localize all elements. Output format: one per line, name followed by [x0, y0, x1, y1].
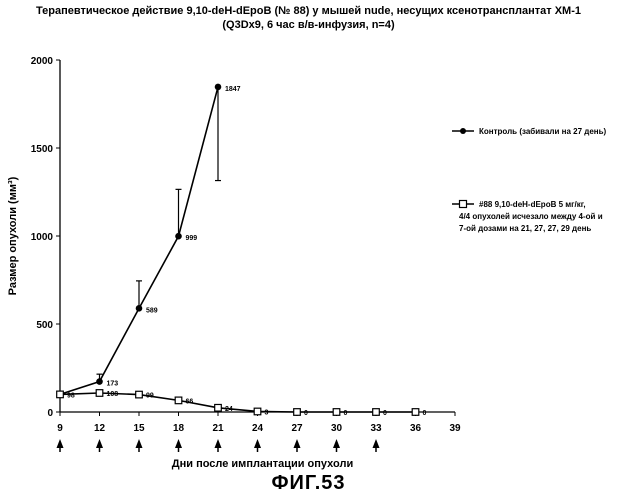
- chart-marks: 173 589 999 1847 98 108 99 66 24 3 0 0 0 0: [57, 84, 427, 417]
- legend-marker-circle: [460, 128, 466, 134]
- x-tick-label: 36: [410, 423, 422, 434]
- dose-arrow-icon: [373, 439, 380, 448]
- control-data-point: [215, 84, 222, 91]
- data-label: 0: [383, 410, 387, 417]
- y-tick-label: 0: [47, 408, 53, 419]
- data-label: 0: [304, 410, 308, 417]
- dose-arrow-icon: [136, 439, 143, 448]
- dose-arrow-icon: [215, 439, 222, 448]
- data-label: 108: [107, 391, 119, 398]
- treatment-data-point: [294, 409, 301, 416]
- x-tick-label: 12: [94, 423, 106, 434]
- y-tick-label: 500: [36, 320, 53, 331]
- data-label: 3: [265, 409, 269, 416]
- data-label: 0: [423, 410, 427, 417]
- chart-legend: Контроль (забивали на 27 день) #88 9,10-d…: [452, 127, 607, 233]
- data-label: 98: [67, 392, 75, 399]
- data-label: 66: [186, 398, 194, 405]
- legend-label: 7-ой дозами на 21, 27, 27, 29 день: [459, 224, 591, 233]
- data-label: 999: [186, 235, 198, 242]
- treatment-data-point: [333, 409, 340, 416]
- control-data-point: [96, 378, 103, 385]
- dose-arrow-icon: [57, 439, 64, 448]
- x-axis-label: Дни после имплантации опухоли: [172, 458, 353, 470]
- legend-label: 4/4 опухолей исчезало между 4-ой и: [459, 212, 603, 221]
- treatment-data-point: [175, 397, 182, 404]
- treatment-data-point: [412, 409, 419, 416]
- dose-arrow-icon: [175, 439, 182, 448]
- control-data-point: [175, 233, 182, 240]
- figure-caption: ФИГ.53: [0, 472, 617, 495]
- treatment-data-point: [96, 390, 103, 397]
- treatment-data-point: [215, 404, 222, 411]
- data-label: 1847: [225, 86, 241, 93]
- x-tick-label: 15: [133, 423, 145, 434]
- data-label: 99: [146, 393, 154, 400]
- tumor-size-line-chart: 0500100015002000912151821242730333639Дни…: [0, 0, 617, 470]
- y-tick-label: 2000: [31, 56, 54, 67]
- treatment-data-point: [57, 391, 64, 398]
- x-tick-label: 21: [212, 423, 224, 434]
- x-tick-label: 9: [57, 423, 63, 434]
- dose-arrow-icon: [294, 439, 301, 448]
- y-tick-label: 1000: [31, 232, 54, 243]
- legend-label: #88 9,10-deH-dEpoB 5 мг/кг,: [479, 200, 586, 209]
- y-tick-label: 1500: [31, 144, 54, 155]
- dose-arrow-icon: [333, 439, 340, 448]
- dose-arrow-icon: [96, 439, 103, 448]
- axes: 0500100015002000912151821242730333639Дни…: [7, 56, 461, 470]
- data-label: 589: [146, 307, 158, 314]
- legend-label: Контроль (забивали на 27 день): [479, 127, 607, 136]
- x-tick-label: 24: [252, 423, 264, 434]
- x-tick-label: 33: [370, 423, 382, 434]
- x-tick-label: 39: [449, 423, 461, 434]
- x-tick-label: 27: [291, 423, 303, 434]
- data-label: 24: [225, 406, 233, 413]
- legend-marker-square: [460, 201, 467, 208]
- x-tick-label: 18: [173, 423, 185, 434]
- data-label: 0: [344, 410, 348, 417]
- treatment-data-point: [254, 408, 261, 415]
- treatment-data-point: [136, 391, 143, 398]
- y-axis-label: Размер опухоли (мм³): [7, 176, 19, 295]
- treatment-data-point: [373, 409, 380, 416]
- control-data-point: [136, 305, 143, 312]
- dose-arrow-icon: [254, 439, 261, 448]
- data-label: 173: [107, 381, 119, 388]
- x-tick-label: 30: [331, 423, 343, 434]
